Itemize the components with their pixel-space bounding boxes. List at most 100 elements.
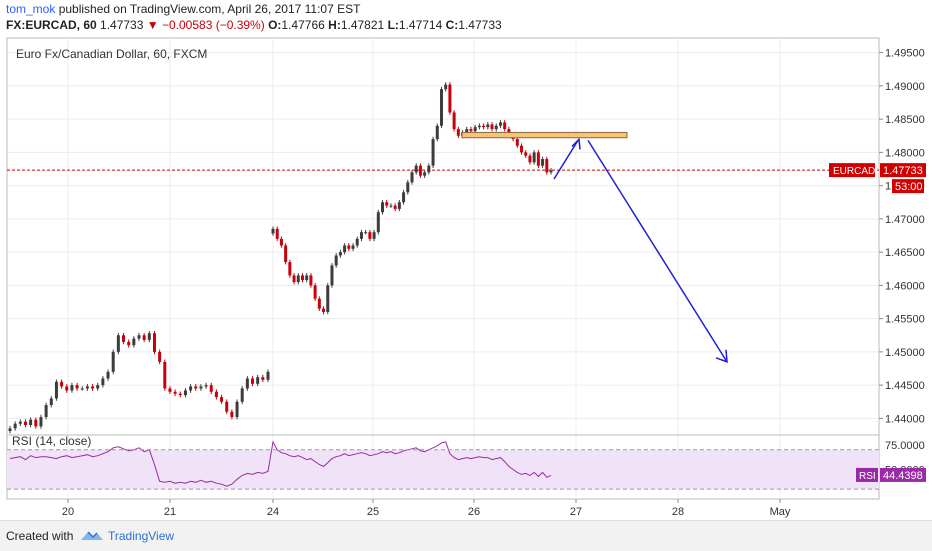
candle-body — [402, 192, 406, 203]
candle-body — [85, 386, 89, 389]
price-tick-label: 1.45500 — [885, 314, 925, 326]
candle-body — [549, 170, 553, 173]
candle-body — [204, 385, 208, 387]
price-tick-label: 1.46500 — [885, 247, 925, 259]
rsi-line — [9, 440, 552, 487]
candle-body — [173, 391, 177, 394]
candle-body — [225, 401, 229, 412]
candle-body — [275, 228, 279, 239]
candle-body — [178, 393, 182, 396]
candle-body — [498, 122, 502, 126]
candle-body — [473, 127, 477, 132]
candle-body — [359, 232, 363, 239]
candle-body — [65, 386, 69, 391]
resistance-zone — [461, 131, 628, 139]
tradingview-logo-icon — [81, 531, 103, 540]
candle-body — [132, 338, 136, 346]
forecast-arrow-down — [587, 140, 728, 363]
close-value: 1.47733 — [458, 18, 502, 32]
high-label: H: — [328, 18, 341, 32]
candle-body — [435, 125, 439, 140]
arrowhead-up — [571, 137, 581, 150]
candle-body — [96, 385, 100, 389]
candle-body — [364, 232, 368, 234]
countdown-tag-label: 53:00 — [895, 181, 923, 193]
grid — [7, 38, 879, 499]
candle-body — [343, 245, 347, 253]
candle-body — [288, 262, 292, 276]
rsi-band — [7, 449, 879, 490]
author-link[interactable]: tom_mok — [6, 2, 56, 16]
candle-body — [230, 411, 234, 418]
price-tick-label: 1.46000 — [885, 280, 925, 292]
candle-body — [541, 159, 545, 166]
candle-body — [116, 335, 120, 352]
candle-body — [317, 298, 321, 309]
candle-body — [147, 333, 151, 340]
time-tick-label: 24 — [267, 506, 279, 518]
candle-body — [44, 405, 48, 418]
candle-body — [256, 377, 260, 384]
publish-line: tom_mok published on TradingView.com, Ap… — [6, 2, 360, 16]
candle-body — [13, 423, 17, 429]
candle-body — [381, 202, 385, 213]
time-axis[interactable]: 20 21 24 25 26 27 28 May — [62, 499, 791, 518]
candle-body — [515, 139, 519, 146]
symbol-label: FX:EURCAD, 60 — [6, 18, 97, 32]
candle-body — [152, 333, 156, 352]
candle-body — [465, 129, 469, 133]
candle-body — [23, 421, 27, 426]
countdown-tag — [892, 179, 924, 194]
candle-body — [347, 245, 351, 249]
price-tick-label: 1.44000 — [885, 413, 925, 425]
candle-body — [351, 245, 355, 249]
symbol-tag-label: EURCAD — [833, 166, 875, 177]
candle-body — [214, 391, 218, 398]
candle-body — [503, 122, 507, 130]
candle-body — [80, 388, 84, 390]
candle-body — [209, 385, 213, 392]
candle-body — [18, 421, 22, 424]
candle-body — [389, 205, 393, 207]
forecast-arrow-up — [553, 140, 579, 180]
candle-body — [406, 182, 410, 193]
candle-body — [528, 155, 532, 163]
chart-title: Euro Fx/Canadian Dollar, 60, FXCM — [16, 47, 207, 61]
candle-body — [261, 377, 265, 380]
candle-body — [220, 397, 224, 402]
candle-body — [39, 417, 43, 427]
candle-body — [284, 245, 288, 263]
candle-body — [305, 275, 309, 281]
annotations — [7, 131, 879, 363]
low-label: L: — [387, 18, 399, 32]
price-tick-label: 1.47000 — [885, 214, 925, 226]
candle-body — [309, 275, 313, 286]
chart-svg[interactable]: 1.495001.490001.485001.480001.475001.470… — [0, 36, 932, 520]
candle-body — [168, 388, 172, 392]
chart-area[interactable]: 1.495001.490001.485001.480001.475001.470… — [0, 36, 932, 520]
candle-body — [279, 238, 283, 246]
candle-body — [106, 371, 110, 379]
price-axis[interactable]: 1.495001.490001.485001.480001.475001.470… — [829, 48, 926, 426]
symbol-line: FX:EURCAD, 60 1.47733 ▼ −0.00583 (−0.39%… — [6, 18, 502, 32]
rsi-tag — [856, 467, 878, 482]
candle-body — [54, 381, 58, 399]
time-tick-label: May — [770, 506, 791, 518]
candle-body — [494, 125, 498, 130]
candle-body — [266, 371, 270, 380]
symbol-tag — [829, 163, 875, 178]
low-value: 1.47714 — [398, 18, 443, 32]
candle-body — [271, 228, 275, 234]
candle-body — [520, 145, 524, 153]
candle-body — [300, 275, 304, 281]
published-text: published on TradingView.com, April 26, … — [58, 2, 361, 16]
rsi-value-tag-label: 44.4398 — [883, 470, 923, 482]
tradingview-brand[interactable]: TradingView — [108, 529, 175, 543]
candle-body — [410, 172, 414, 183]
candle-body — [101, 378, 105, 386]
candle-body — [75, 385, 79, 389]
candle-body — [137, 335, 141, 339]
candle-body — [91, 386, 95, 389]
candle-body — [482, 125, 486, 128]
candle-body — [163, 361, 167, 389]
